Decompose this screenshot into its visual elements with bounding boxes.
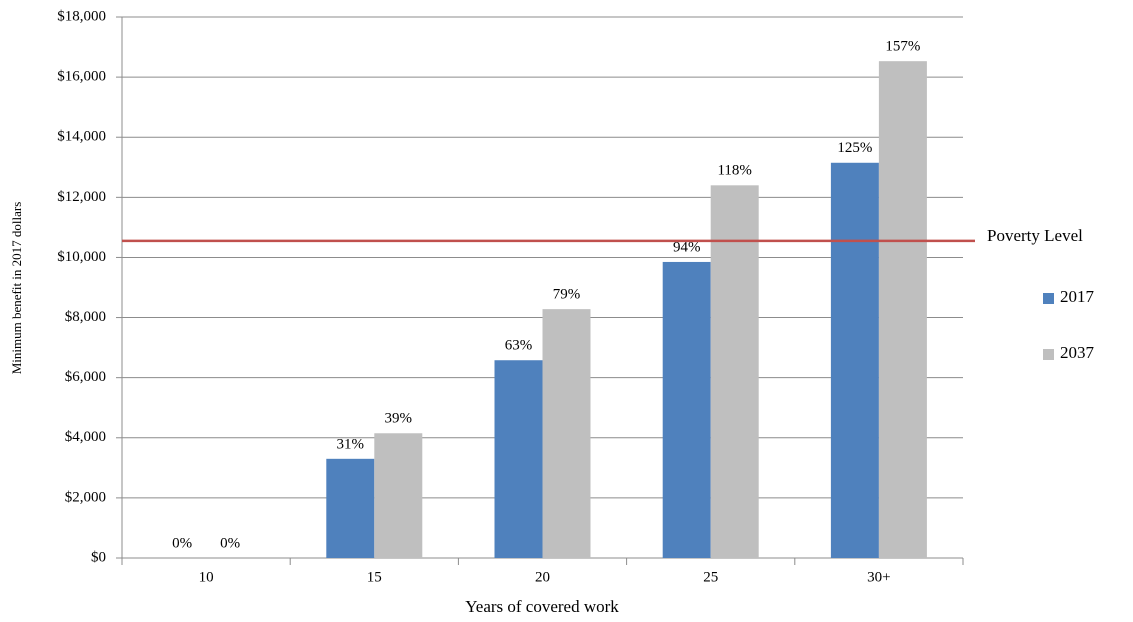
bar <box>710 185 759 559</box>
data-label: 0% <box>220 535 240 551</box>
y-tick-label: $14,000 <box>57 129 106 145</box>
y-tick-label: $2,000 <box>65 489 106 505</box>
bar <box>662 261 711 558</box>
bar <box>494 360 543 558</box>
bar <box>830 162 879 558</box>
y-axis-title: Minimum benefit in 2017 dollars <box>9 202 24 375</box>
data-label: 31% <box>337 436 365 452</box>
legend-swatch <box>1043 293 1054 304</box>
data-label: 125% <box>837 140 872 156</box>
y-tick-label: $6,000 <box>65 369 106 385</box>
y-tick-label: $4,000 <box>65 429 106 445</box>
legend-label: 2037 <box>1060 343 1095 362</box>
data-label: 157% <box>885 39 920 55</box>
y-tick-label: $12,000 <box>57 189 106 205</box>
data-label: 0% <box>172 535 192 551</box>
x-tick-label: 30+ <box>867 569 890 585</box>
bar <box>878 61 927 558</box>
bar <box>542 309 591 558</box>
legend-swatch <box>1043 349 1054 360</box>
bar <box>326 458 375 558</box>
bar <box>374 433 423 558</box>
y-tick-label: $0 <box>91 549 106 565</box>
x-tick-label: 10 <box>199 569 214 585</box>
x-tick-label: 20 <box>535 569 550 585</box>
data-label: 39% <box>385 411 413 427</box>
y-tick-label: $18,000 <box>57 8 106 24</box>
reference-label: Poverty Level <box>987 226 1083 245</box>
y-tick-label: $16,000 <box>57 69 106 85</box>
data-label: 94% <box>673 239 701 255</box>
x-axis-title: Years of covered work <box>465 597 619 616</box>
y-tick-label: $10,000 <box>57 249 106 265</box>
data-label: 63% <box>505 338 533 354</box>
x-tick-label: 25 <box>703 569 718 585</box>
legend-label: 2017 <box>1060 287 1095 306</box>
y-tick-label: $8,000 <box>65 309 106 325</box>
data-label: 79% <box>553 287 581 303</box>
x-tick-label: 15 <box>367 569 382 585</box>
data-label: 118% <box>717 163 751 179</box>
